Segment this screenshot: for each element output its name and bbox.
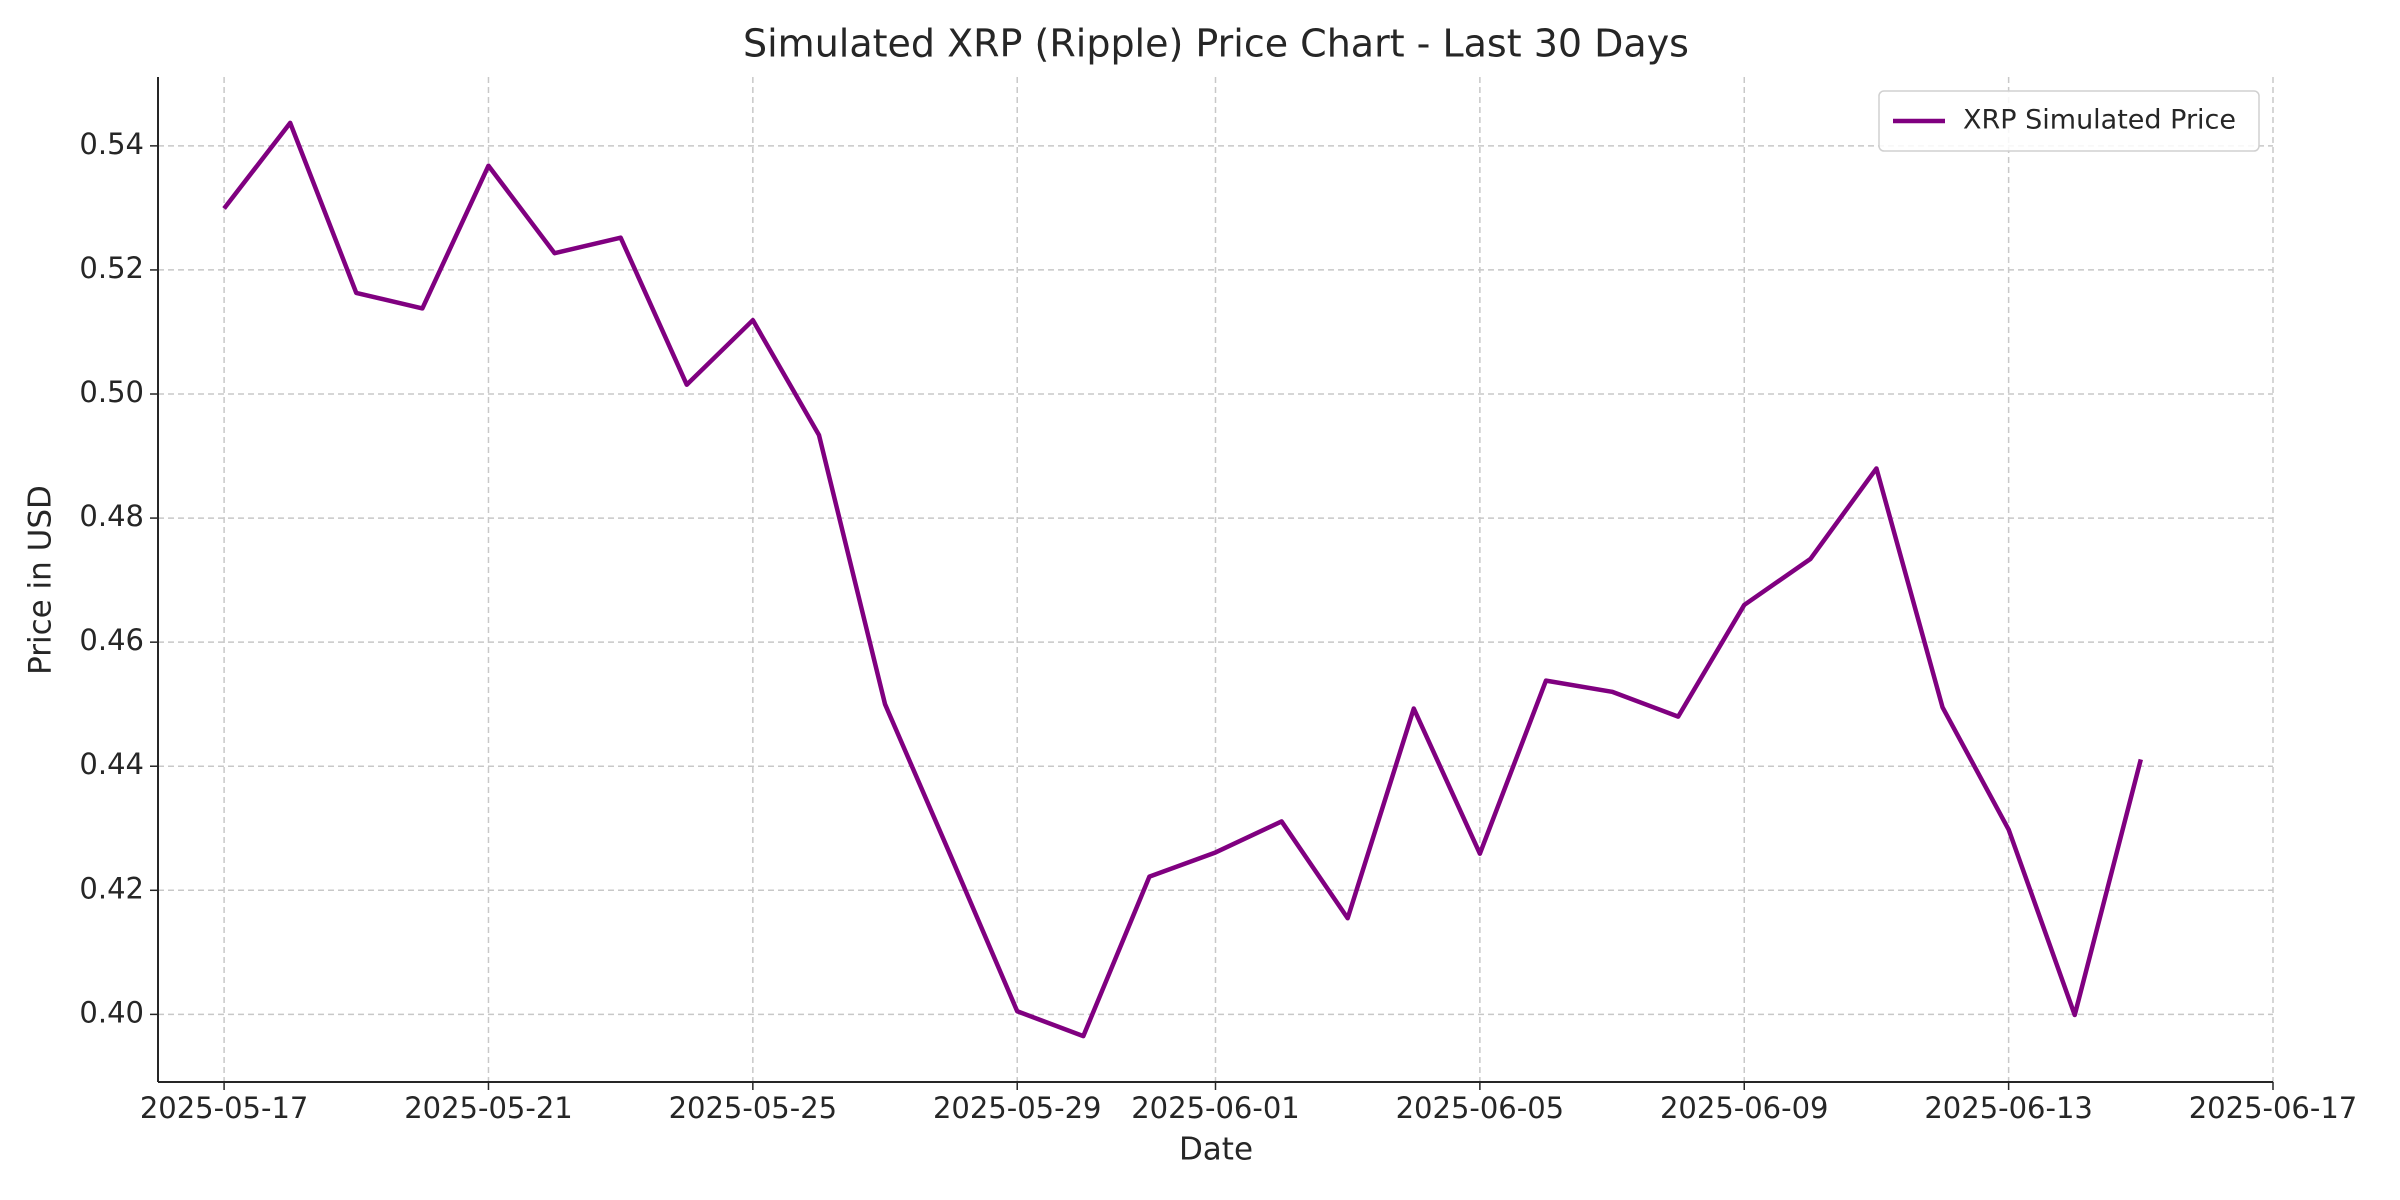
y-tick-label: 0.44 [79, 747, 144, 781]
x-tick-label: 2025-06-09 [1660, 1091, 1829, 1125]
y-axis-label: Price in USD [23, 485, 59, 675]
x-tick-label: 2025-06-01 [1131, 1091, 1300, 1125]
x-tick-label: 2025-06-13 [1924, 1091, 2093, 1125]
y-tick-label: 0.54 [79, 127, 144, 161]
y-tick-label: 0.46 [79, 623, 144, 657]
x-tick-label: 2025-06-05 [1396, 1091, 1565, 1125]
legend-label: XRP Simulated Price [1963, 105, 2236, 136]
price-line [222, 120, 2143, 1039]
y-tick-label: 0.50 [79, 375, 144, 409]
x-tick-label: 2025-05-29 [933, 1091, 1102, 1125]
legend-box [1878, 90, 2260, 152]
y-tick-label: 0.42 [79, 871, 144, 905]
x-tick-label: 2025-05-25 [669, 1091, 838, 1125]
chart-title: Simulated XRP (Ripple) Price Chart - Las… [743, 22, 1689, 66]
y-tick-label: 0.48 [79, 499, 144, 533]
x-tick-label: 2025-05-17 [140, 1091, 309, 1125]
x-axis-label: Date [1179, 1132, 1253, 1168]
y-tick-label: 0.52 [79, 251, 144, 285]
x-tick-label: 2025-05-21 [404, 1091, 573, 1125]
y-tick-label: 0.40 [79, 995, 144, 1029]
x-tick-label: 2025-06-17 [2189, 1091, 2358, 1125]
legend: XRP Simulated Price [1878, 90, 2260, 152]
